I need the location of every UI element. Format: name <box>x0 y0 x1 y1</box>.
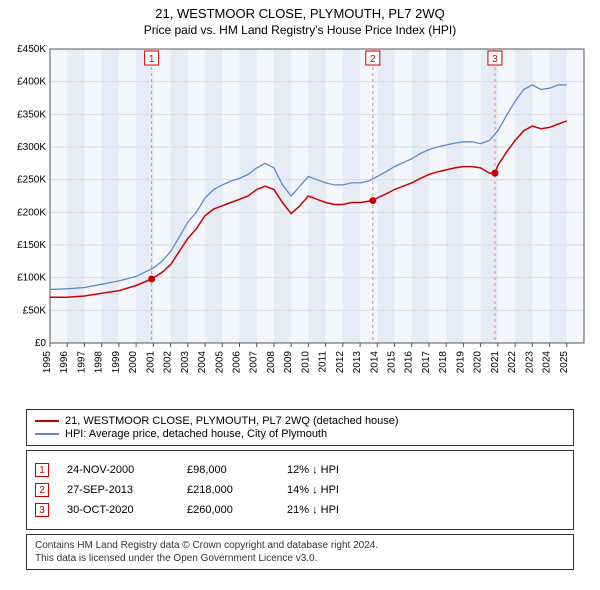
svg-text:2006: 2006 <box>231 351 242 374</box>
svg-text:2016: 2016 <box>404 351 415 374</box>
event-badge: 2 <box>35 483 49 497</box>
svg-text:£200K: £200K <box>17 207 46 218</box>
chart-subtitle: Price paid vs. HM Land Registry's House … <box>4 23 596 37</box>
svg-text:£0: £0 <box>35 338 47 349</box>
legend: 21, WESTMOOR CLOSE, PLYMOUTH, PL7 2WQ (d… <box>26 409 574 446</box>
legend-row: 21, WESTMOOR CLOSE, PLYMOUTH, PL7 2WQ (d… <box>35 415 565 427</box>
chart-svg: £0 £50K £100K £150K £200K £250K £300K £350K £400… <box>4 43 596 403</box>
svg-text:2012: 2012 <box>335 351 346 374</box>
event-badge: 1 <box>35 463 49 477</box>
svg-text:£400K: £400K <box>17 77 46 88</box>
chart-area: £0 £50K £100K £150K £200K £250K £300K £350K £400… <box>4 43 596 403</box>
legend-label: HPI: Average price, detached house, City… <box>65 428 327 440</box>
svg-text:2025: 2025 <box>559 351 570 374</box>
svg-text:2015: 2015 <box>387 351 398 374</box>
event-row: 2 27-SEP-2013 £218,000 14% ↓ HPI <box>35 483 565 497</box>
event-diff: 14% ↓ HPI <box>287 484 339 496</box>
svg-text:2004: 2004 <box>197 351 208 374</box>
event-price: £218,000 <box>187 484 287 496</box>
svg-text:1997: 1997 <box>76 351 87 374</box>
event-date: 30-OCT-2020 <box>67 504 187 516</box>
svg-text:2024: 2024 <box>542 351 553 374</box>
svg-text:2: 2 <box>370 54 376 65</box>
events-table: 1 24-NOV-2000 £98,000 12% ↓ HPI 2 27-SEP… <box>26 450 574 530</box>
event-row: 3 30-OCT-2020 £260,000 21% ↓ HPI <box>35 503 565 517</box>
license-line: This data is licensed under the Open Gov… <box>35 552 565 565</box>
event-date: 27-SEP-2013 <box>67 484 187 496</box>
svg-text:2002: 2002 <box>163 351 174 374</box>
legend-swatch-property <box>35 420 59 422</box>
event-diff: 21% ↓ HPI <box>287 504 339 516</box>
svg-text:2005: 2005 <box>214 351 225 374</box>
svg-text:2009: 2009 <box>283 351 294 374</box>
svg-text:2019: 2019 <box>455 351 466 374</box>
event-price: £260,000 <box>187 504 287 516</box>
svg-text:2011: 2011 <box>318 351 329 373</box>
svg-text:2013: 2013 <box>352 351 363 374</box>
event-row: 1 24-NOV-2000 £98,000 12% ↓ HPI <box>35 463 565 477</box>
svg-text:£450K: £450K <box>17 44 46 55</box>
svg-text:2018: 2018 <box>438 351 449 374</box>
license: Contains HM Land Registry data © Crown c… <box>26 534 574 570</box>
svg-text:2022: 2022 <box>507 351 518 374</box>
svg-text:2021: 2021 <box>490 351 501 374</box>
svg-text:2023: 2023 <box>524 351 535 374</box>
svg-text:2007: 2007 <box>249 351 260 374</box>
svg-text:£250K: £250K <box>17 175 46 186</box>
legend-label: 21, WESTMOOR CLOSE, PLYMOUTH, PL7 2WQ (d… <box>65 415 399 427</box>
license-line: Contains HM Land Registry data © Crown c… <box>35 539 565 552</box>
svg-text:2017: 2017 <box>421 351 432 374</box>
svg-text:3: 3 <box>492 54 498 65</box>
svg-text:2000: 2000 <box>128 351 139 374</box>
event-price: £98,000 <box>187 464 287 476</box>
chart-title: 21, WESTMOOR CLOSE, PLYMOUTH, PL7 2WQ <box>4 6 596 21</box>
svg-text:£300K: £300K <box>17 142 46 153</box>
svg-text:1: 1 <box>149 54 155 65</box>
svg-text:£50K: £50K <box>23 305 47 316</box>
svg-text:2014: 2014 <box>369 351 380 374</box>
svg-text:£100K: £100K <box>17 273 46 284</box>
event-date: 24-NOV-2000 <box>67 464 187 476</box>
svg-text:2001: 2001 <box>145 351 156 374</box>
svg-text:£350K: £350K <box>17 109 46 120</box>
event-badge: 3 <box>35 503 49 517</box>
svg-text:£150K: £150K <box>17 240 46 251</box>
legend-row: HPI: Average price, detached house, City… <box>35 428 565 440</box>
event-diff: 12% ↓ HPI <box>287 464 339 476</box>
svg-text:1998: 1998 <box>94 351 105 374</box>
svg-text:1999: 1999 <box>111 351 122 374</box>
svg-text:2003: 2003 <box>180 351 191 374</box>
svg-text:2020: 2020 <box>473 351 484 374</box>
legend-swatch-hpi <box>35 433 59 435</box>
svg-text:1996: 1996 <box>59 351 70 374</box>
svg-text:2008: 2008 <box>266 351 277 374</box>
svg-text:2010: 2010 <box>300 351 311 374</box>
svg-text:1995: 1995 <box>42 351 53 374</box>
